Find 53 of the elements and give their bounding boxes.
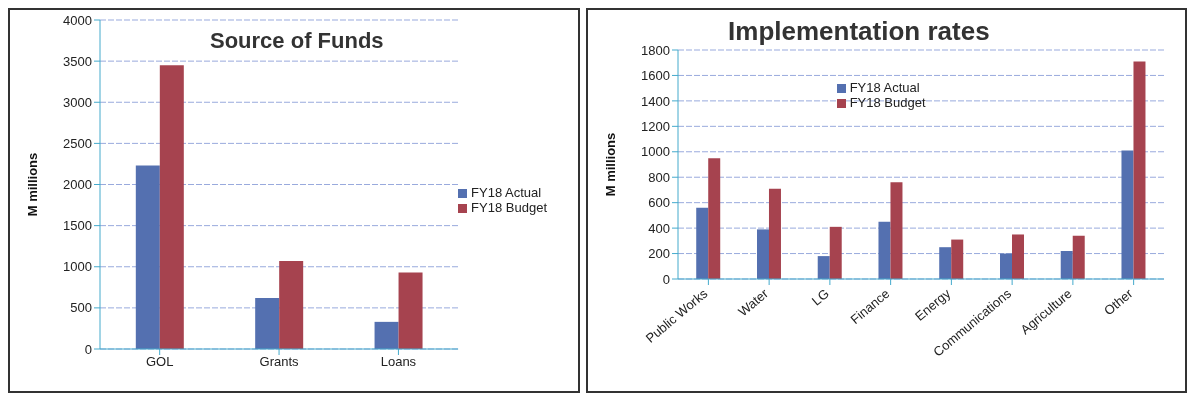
bar	[1000, 253, 1013, 279]
bar	[135, 165, 160, 349]
legend-label: FY18 Actual	[849, 80, 920, 95]
bar	[817, 256, 830, 279]
bar	[769, 188, 782, 279]
bar	[757, 229, 770, 279]
bar	[279, 260, 304, 349]
chart-title: Implementation rates	[728, 16, 990, 47]
legend-label: FY18 Actual	[471, 184, 542, 200]
y-tick-label: 1600	[641, 68, 671, 84]
y-tick-label: 0	[84, 341, 92, 357]
y-tick-label: 600	[648, 195, 671, 211]
bar	[1072, 235, 1085, 279]
bar	[708, 158, 721, 279]
y-tick-label: 2000	[63, 177, 92, 193]
y-tick-label: 1200	[641, 118, 671, 134]
y-tick-label: 1500	[63, 218, 92, 234]
x-tick-label: Grants	[259, 354, 300, 370]
bar	[878, 221, 891, 279]
y-tick-label: 500	[70, 300, 92, 316]
y-tick-label: 3000	[63, 94, 92, 110]
y-tick-label: 200	[648, 246, 671, 262]
bar	[1060, 251, 1073, 279]
y-tick-label: 4000	[63, 12, 92, 28]
chart-title: Source of Funds	[210, 28, 384, 54]
bar	[255, 298, 280, 349]
x-tick-label: Loans	[380, 354, 417, 370]
legend-label: FY18 Budget	[849, 95, 926, 110]
bar	[1121, 150, 1134, 279]
y-tick-label: 800	[648, 169, 671, 185]
y-tick-label: 400	[648, 220, 671, 236]
x-tick-label: GOL	[145, 354, 174, 370]
bar	[696, 207, 709, 279]
y-tick-label: 1000	[641, 144, 671, 160]
y-axis-title: M millions	[602, 132, 618, 197]
bar	[1133, 61, 1146, 279]
y-tick-label: 1400	[641, 93, 671, 109]
bar	[829, 226, 842, 279]
bar	[1012, 234, 1025, 279]
bar	[890, 182, 903, 279]
y-axis-title: M millions	[24, 152, 40, 217]
bar	[159, 65, 184, 349]
x-tick-label: LG	[808, 285, 832, 309]
bar	[398, 272, 423, 349]
legend-label: FY18 Budget	[471, 199, 547, 215]
bar	[939, 247, 952, 279]
y-tick-label: 0	[662, 271, 671, 287]
bar	[374, 321, 399, 349]
y-tick-label: 1000	[63, 259, 92, 275]
y-tick-label: 3500	[63, 53, 92, 69]
y-tick-label: 2500	[63, 135, 92, 151]
y-tick-label: 1800	[641, 42, 671, 58]
bar	[951, 239, 964, 279]
